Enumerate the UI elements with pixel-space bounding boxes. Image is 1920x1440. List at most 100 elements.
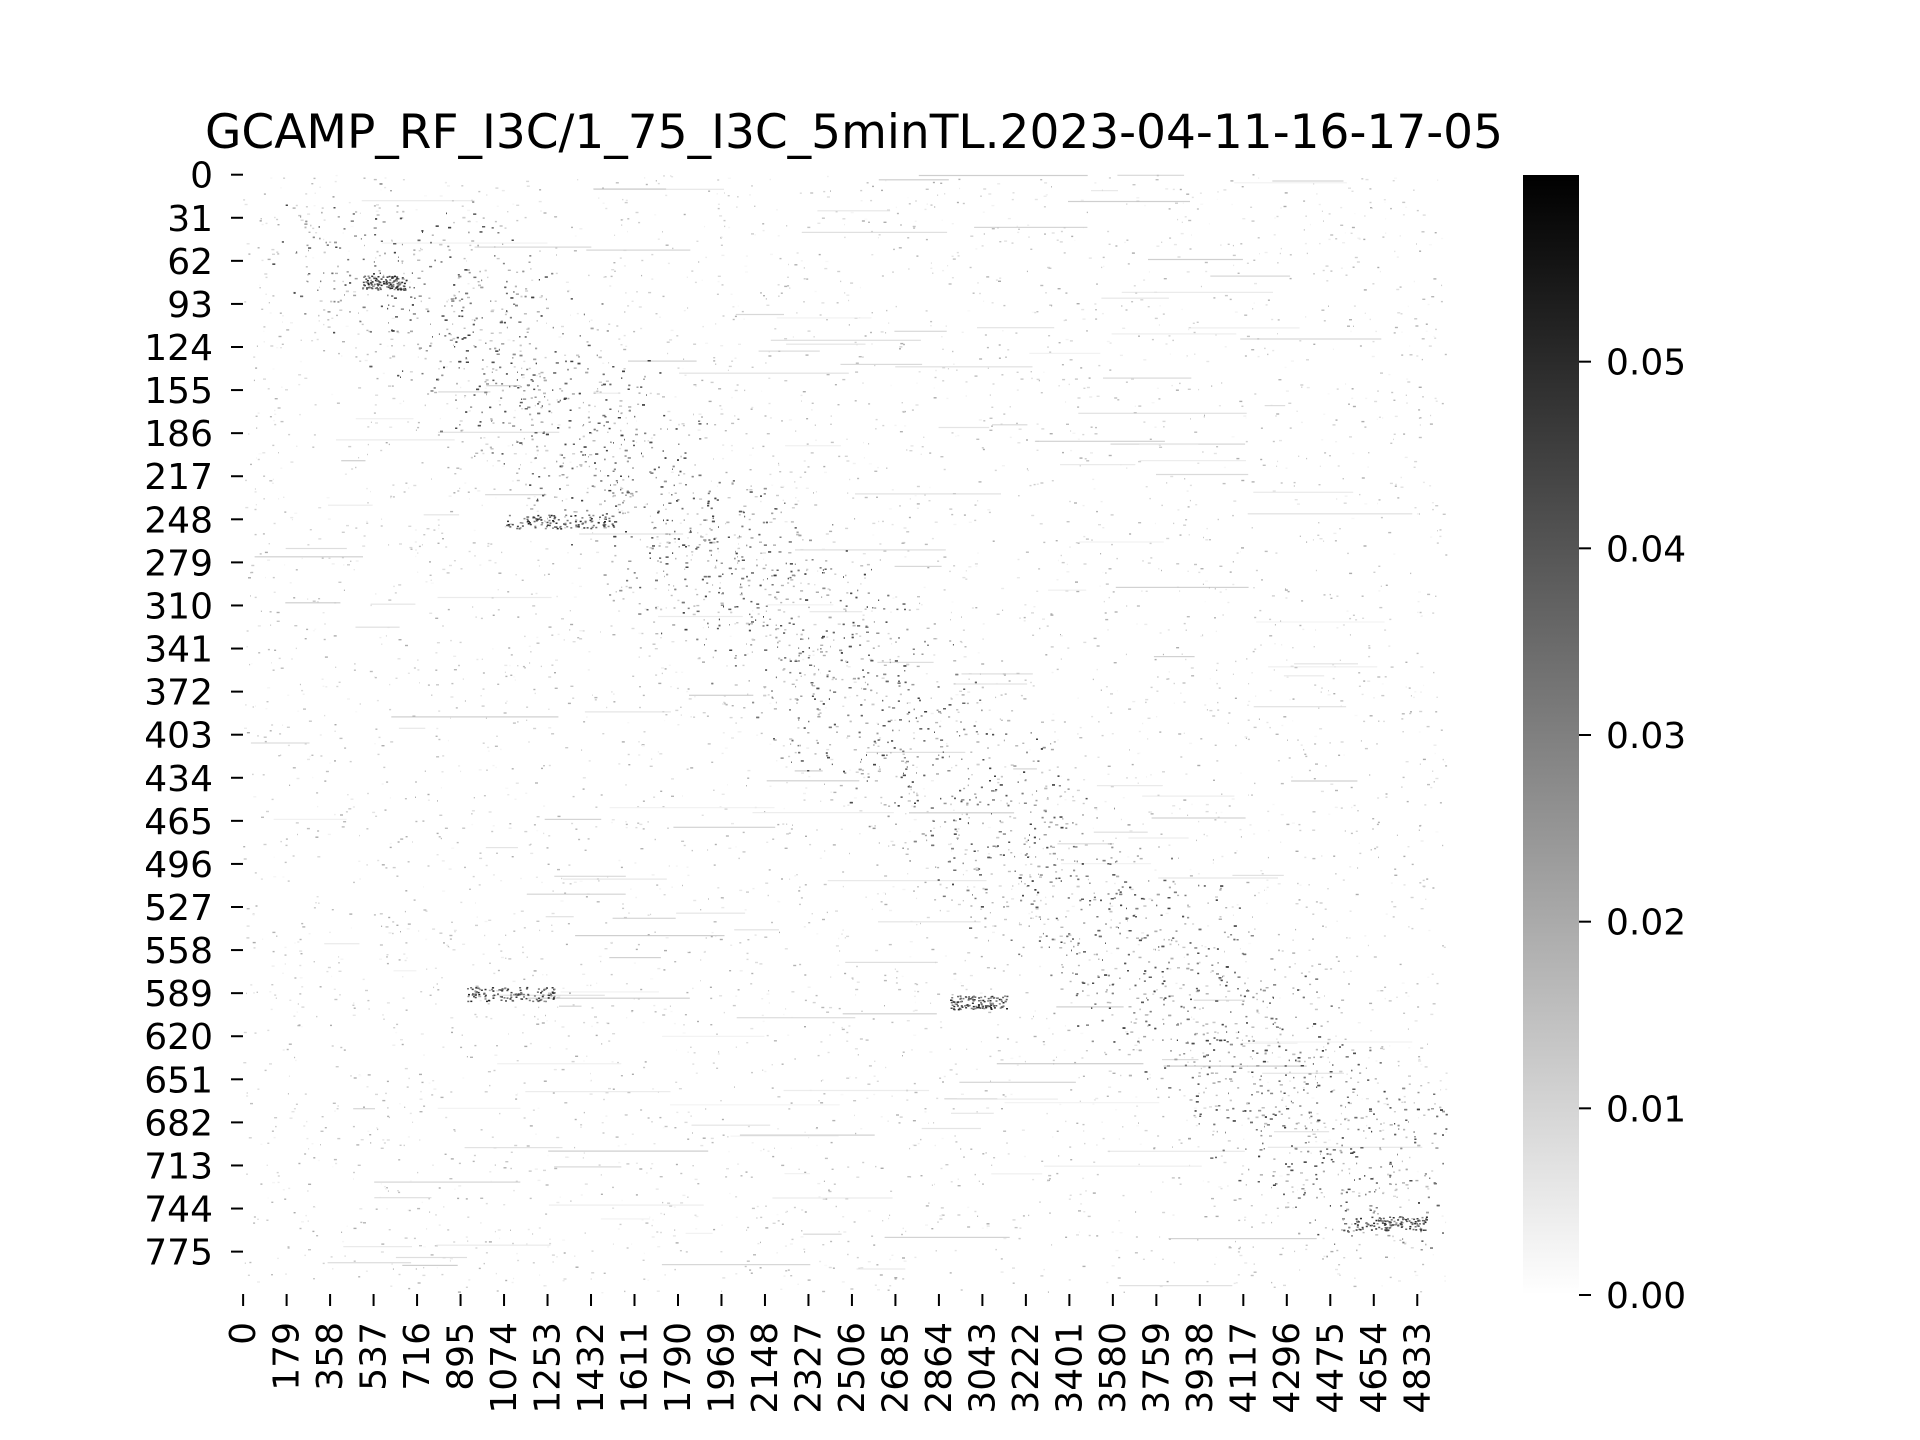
heat-cell bbox=[449, 564, 452, 567]
heat-cell bbox=[651, 1121, 653, 1123]
heat-cell bbox=[656, 538, 660, 541]
heat-cell bbox=[901, 1233, 903, 1236]
heat-cell bbox=[771, 697, 774, 699]
heat-cell bbox=[590, 319, 593, 321]
heat-cell bbox=[840, 1093, 844, 1096]
heat-cell bbox=[465, 1236, 468, 1238]
heat-cell bbox=[335, 1162, 338, 1165]
heat-cell bbox=[748, 518, 751, 521]
heat-cell bbox=[619, 1223, 622, 1226]
heat-cell bbox=[769, 634, 772, 636]
heat-cell bbox=[1298, 823, 1301, 826]
heat-cell bbox=[612, 1033, 616, 1035]
heat-cell bbox=[732, 318, 735, 321]
heat-cell bbox=[327, 326, 331, 328]
heat-cell bbox=[836, 731, 838, 733]
heat-cell bbox=[292, 767, 296, 769]
heat-cell bbox=[1435, 400, 1438, 402]
heat-cell bbox=[528, 741, 530, 743]
heat-cell bbox=[1142, 560, 1144, 562]
heat-cell bbox=[1333, 532, 1337, 535]
heat-cell bbox=[1084, 755, 1087, 757]
heat-cell bbox=[409, 1112, 412, 1115]
heat-cell bbox=[916, 923, 918, 926]
heat-cell bbox=[392, 866, 396, 869]
heat-cell bbox=[772, 838, 775, 840]
heat-cell bbox=[957, 903, 961, 906]
heat-cell bbox=[1376, 743, 1378, 745]
heat-cell bbox=[453, 310, 456, 313]
heat-cell bbox=[335, 272, 338, 275]
heat-cell bbox=[1300, 744, 1303, 746]
heat-cell bbox=[327, 319, 330, 321]
heat-cell bbox=[1030, 371, 1032, 373]
heat-cell bbox=[1055, 540, 1058, 542]
heat-cell bbox=[492, 614, 495, 616]
heat-cell bbox=[966, 1048, 968, 1050]
heat-cell bbox=[493, 972, 496, 975]
heat-cell bbox=[877, 237, 879, 239]
heat-cell bbox=[381, 864, 385, 866]
heat-cell bbox=[350, 1075, 352, 1077]
heat-cell bbox=[746, 891, 749, 893]
heat-cell bbox=[1216, 682, 1218, 685]
heat-cell bbox=[917, 596, 920, 598]
heat-cell bbox=[558, 475, 561, 477]
heat-cell bbox=[728, 365, 732, 368]
heat-cell bbox=[1363, 289, 1367, 291]
heat-cell bbox=[1336, 388, 1339, 390]
heat-cell bbox=[659, 316, 661, 318]
heat-cell bbox=[1086, 211, 1088, 214]
heat-cell bbox=[1308, 949, 1311, 951]
heat-cell bbox=[358, 860, 361, 862]
heat-cell bbox=[1060, 634, 1061, 636]
heat-cell bbox=[1152, 1039, 1154, 1041]
heat-cell bbox=[257, 247, 260, 249]
heat-cell bbox=[539, 189, 542, 191]
heat-cell bbox=[790, 521, 794, 523]
heat-cell bbox=[846, 438, 848, 440]
heat-cell bbox=[824, 267, 828, 270]
heat-cell bbox=[260, 1183, 263, 1185]
heat-cell bbox=[1205, 539, 1209, 541]
heat-cell bbox=[1429, 423, 1433, 425]
heat-cell bbox=[507, 310, 508, 312]
heat-cell bbox=[1074, 378, 1078, 380]
heat-cell bbox=[1236, 457, 1240, 460]
heat-cell bbox=[720, 408, 723, 410]
heat-cell bbox=[277, 1181, 280, 1184]
heat-cell bbox=[1202, 1052, 1205, 1054]
heat-cell bbox=[1016, 577, 1020, 579]
heat-cell bbox=[888, 943, 892, 946]
heat-cell bbox=[937, 1221, 939, 1223]
heat-cell bbox=[1365, 1115, 1368, 1118]
heat-cell bbox=[1380, 585, 1382, 587]
heat-cell bbox=[687, 951, 691, 954]
heat-cell bbox=[1057, 288, 1061, 290]
heat-cell bbox=[816, 1144, 818, 1147]
heat-cell bbox=[1121, 305, 1123, 307]
heat-cell bbox=[697, 429, 701, 431]
heat-cell bbox=[413, 1237, 416, 1240]
heat-cell bbox=[464, 866, 466, 869]
heat-cell bbox=[863, 699, 866, 701]
heat-cell bbox=[507, 794, 510, 796]
heat-cell bbox=[895, 982, 898, 984]
heat-cell bbox=[1417, 1006, 1420, 1008]
heat-cell bbox=[730, 444, 733, 447]
heat-cell bbox=[779, 471, 782, 473]
heat-cell bbox=[999, 277, 1002, 279]
heat-cell bbox=[1255, 695, 1257, 697]
heat-cell bbox=[339, 994, 341, 996]
heat-cell bbox=[1369, 715, 1373, 717]
heat-cell bbox=[1343, 502, 1347, 504]
heat-cell bbox=[890, 611, 892, 613]
heat-cell bbox=[989, 429, 993, 431]
heat-cell bbox=[664, 575, 665, 578]
heat-cell bbox=[1204, 704, 1207, 706]
heat-cell bbox=[682, 1032, 686, 1034]
heat-cell bbox=[1198, 820, 1200, 823]
heat-cell bbox=[806, 747, 810, 749]
heat-cell bbox=[1082, 1123, 1085, 1126]
heat-cell bbox=[390, 190, 392, 192]
